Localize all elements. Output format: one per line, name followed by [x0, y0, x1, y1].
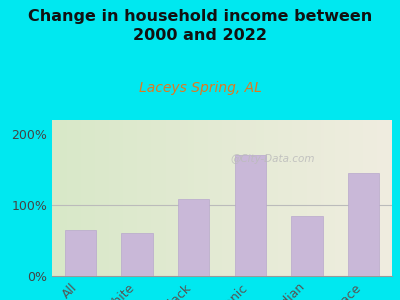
Text: @City-Data.com: @City-Data.com	[231, 154, 315, 164]
Bar	[122, 233, 152, 276]
Text: Change in household income between
2000 and 2022: Change in household income between 2000 …	[28, 9, 372, 43]
Bar	[235, 155, 266, 276]
Bar	[348, 173, 379, 276]
Bar	[65, 230, 96, 276]
Bar	[178, 200, 209, 276]
Bar	[292, 216, 322, 276]
Text: Laceys Spring, AL: Laceys Spring, AL	[138, 81, 262, 95]
